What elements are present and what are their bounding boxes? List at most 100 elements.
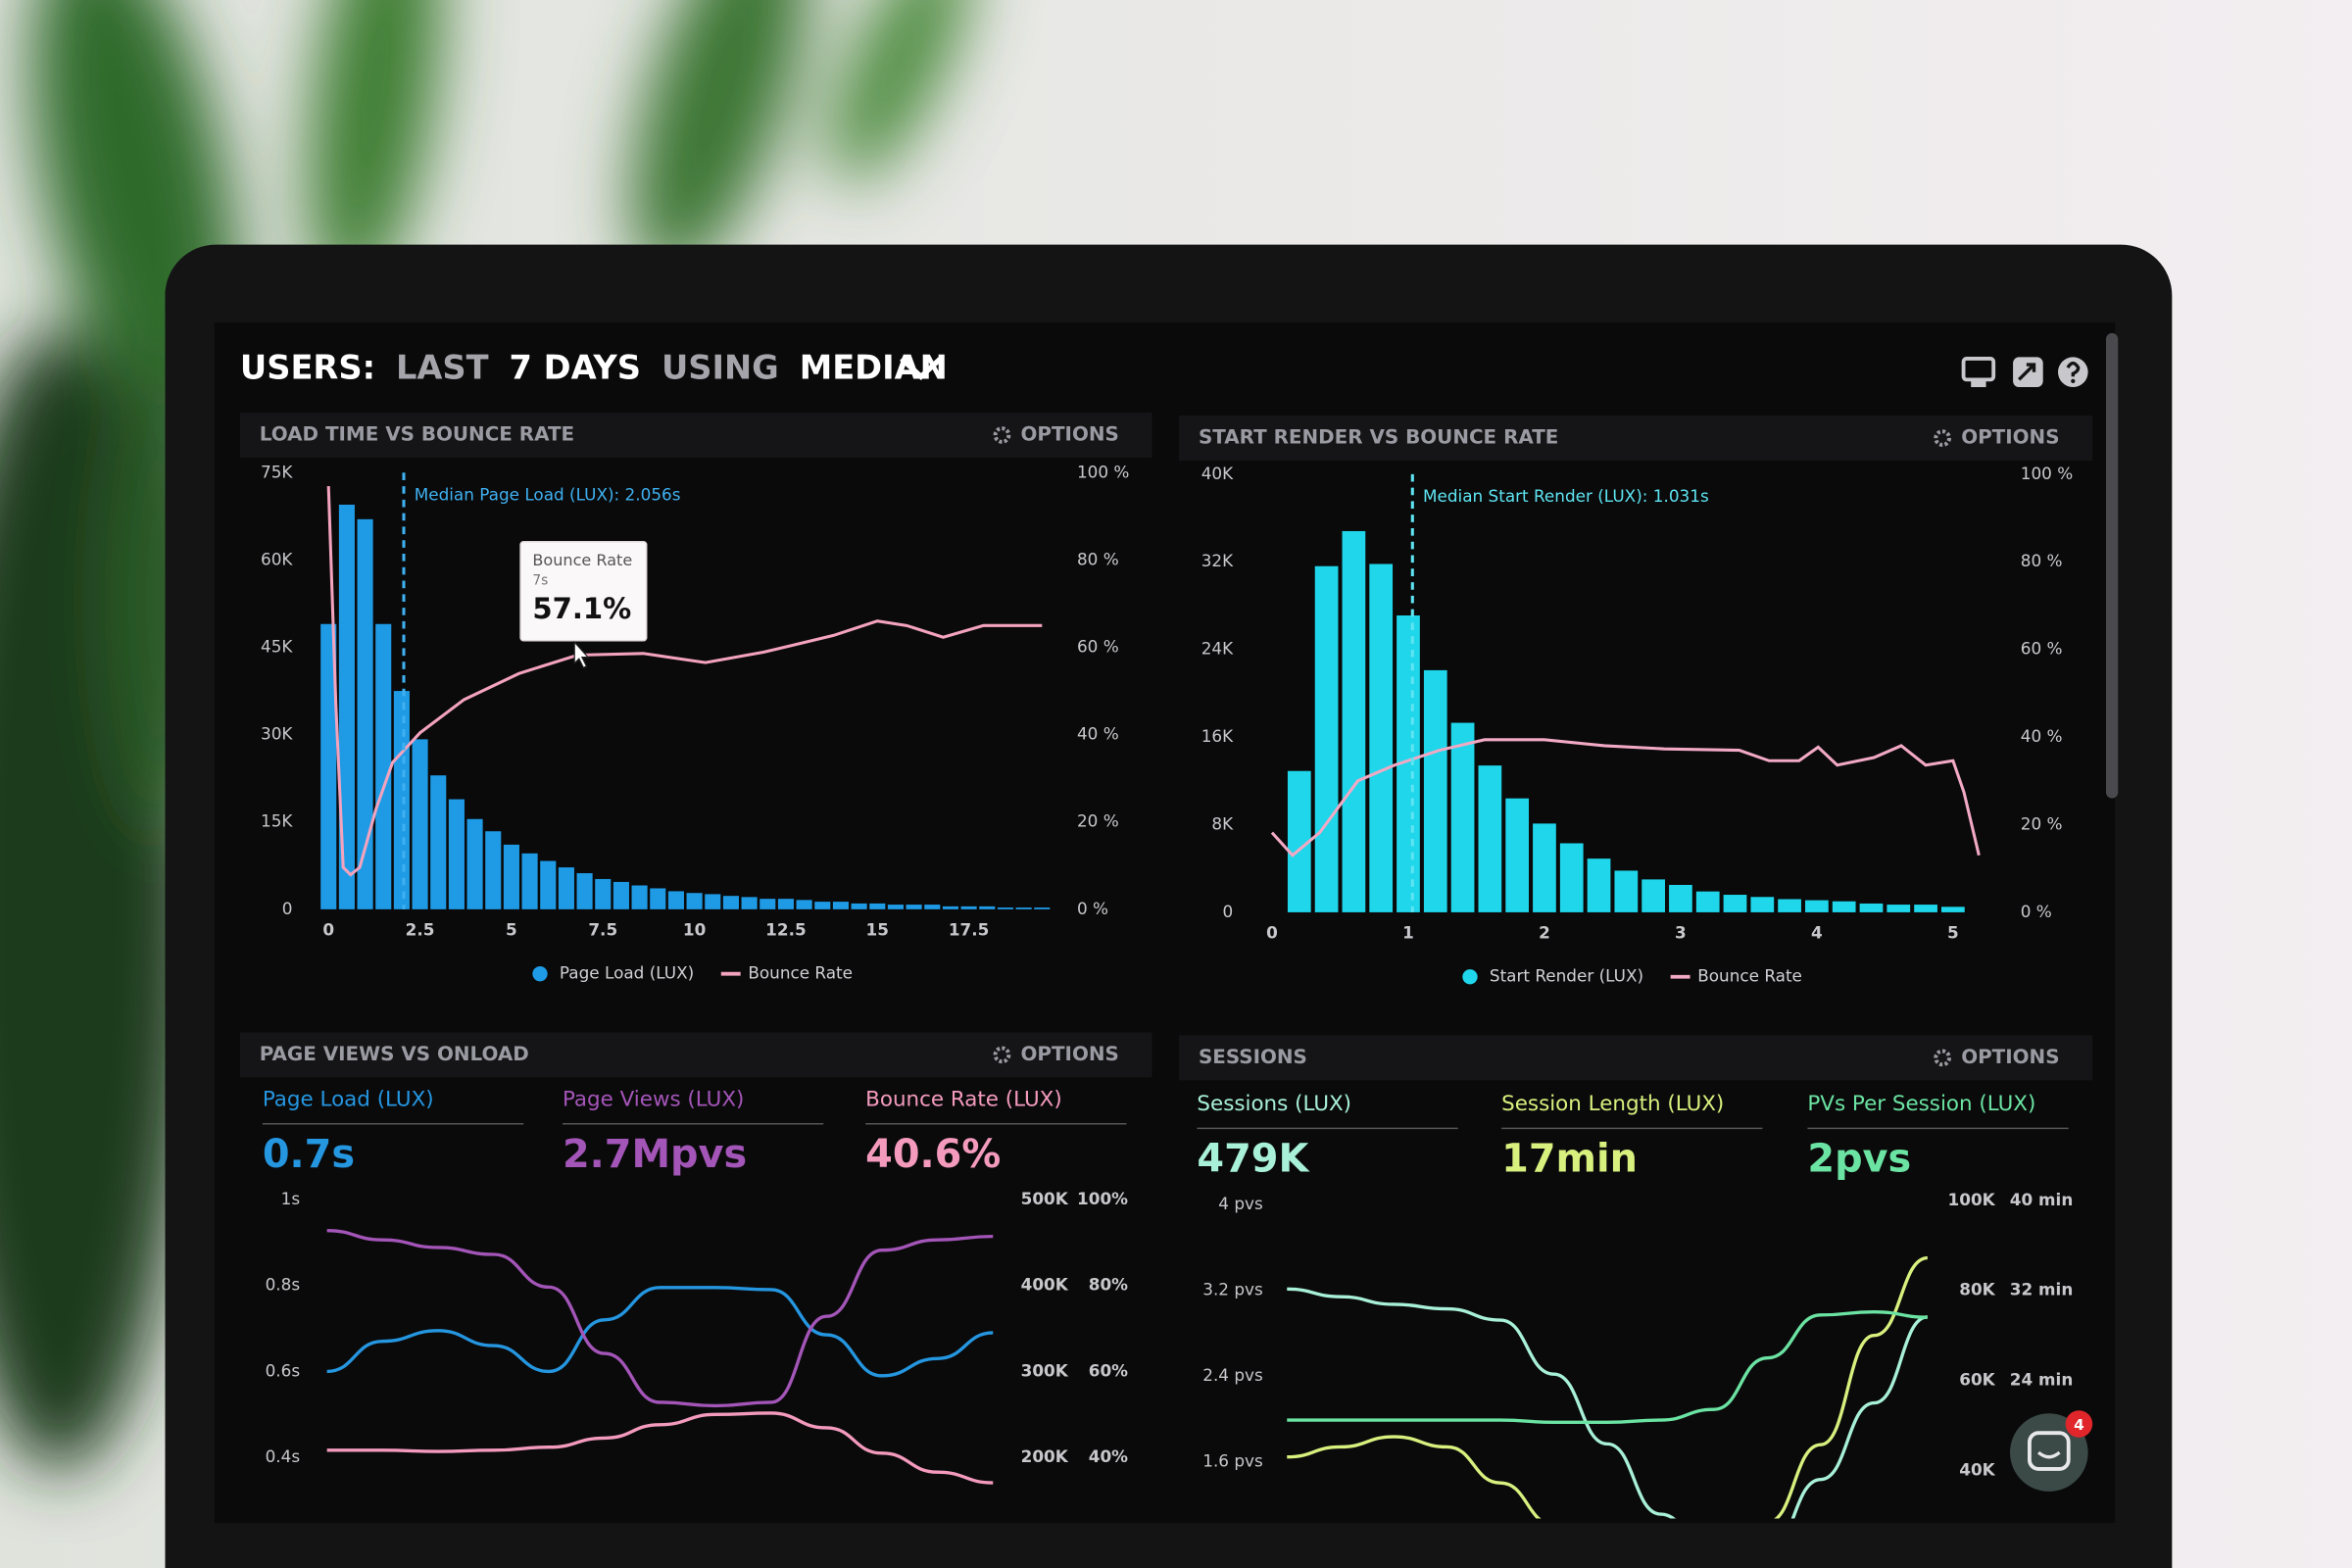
legend-swatch bbox=[532, 966, 548, 982]
share-icon[interactable] bbox=[2013, 357, 2043, 388]
bar bbox=[1859, 903, 1884, 912]
bar bbox=[466, 818, 483, 909]
bar bbox=[1396, 615, 1420, 912]
bar bbox=[1940, 906, 1965, 912]
bar bbox=[796, 900, 812, 909]
x-tick-label: 2 bbox=[1539, 922, 1550, 942]
x-tick-label: 3 bbox=[1675, 922, 1687, 942]
bar bbox=[851, 903, 867, 909]
kpi-label: Sessions (LUX) bbox=[1197, 1092, 1351, 1116]
x-tick-label: 4 bbox=[1811, 922, 1823, 942]
line bbox=[326, 1286, 994, 1378]
y2-tick-label: 100 % bbox=[2021, 464, 2073, 483]
y2-tick-label: 80K bbox=[1959, 1280, 1995, 1299]
bar bbox=[1342, 530, 1366, 912]
y-tick-label: 16K bbox=[1201, 726, 1234, 746]
bar bbox=[869, 903, 886, 909]
x-tick-label: 5 bbox=[506, 919, 517, 939]
y2-tick-label: 100 % bbox=[1077, 462, 1129, 481]
legend-swatch bbox=[1462, 969, 1478, 985]
bar bbox=[686, 893, 703, 909]
y-tick-label: 2.4 pvs bbox=[1202, 1365, 1263, 1385]
y3-tick-label: 24 min bbox=[2010, 1370, 2074, 1390]
bar bbox=[1914, 905, 1937, 912]
kpi-label: Session Length (LUX) bbox=[1501, 1092, 1724, 1116]
bar bbox=[1015, 907, 1032, 909]
y-tick-label: 3.2 pvs bbox=[1202, 1280, 1263, 1299]
panel-header bbox=[1179, 1035, 2093, 1081]
kpi-label: Page Views (LUX) bbox=[563, 1087, 744, 1111]
bar bbox=[1669, 884, 1692, 912]
chat-icon bbox=[2028, 1431, 2071, 1471]
screen bbox=[214, 322, 2116, 1524]
title-part: LAST bbox=[396, 348, 489, 386]
kpi-label: PVs Per Session (LUX) bbox=[1807, 1092, 2035, 1116]
y3-tick-label: 80% bbox=[1089, 1275, 1128, 1295]
options-button[interactable]: OPTIONS bbox=[1021, 1043, 1119, 1065]
panel: START RENDER VS BOUNCE RATE OPTIONS 0 1 2 3 4 5… bbox=[1179, 416, 2093, 986]
chat-button[interactable] bbox=[2010, 1413, 2088, 1492]
y2-tick-label: 80 % bbox=[1077, 549, 1119, 568]
cursor bbox=[573, 640, 590, 669]
y2-tick-label: 0 % bbox=[1077, 899, 1108, 918]
scrollbar[interactable] bbox=[2105, 332, 2119, 799]
bar bbox=[777, 899, 794, 909]
bar bbox=[942, 906, 958, 909]
y2-tick-label: 60 % bbox=[2021, 639, 2063, 659]
bar bbox=[612, 881, 629, 909]
gear-icon bbox=[1934, 429, 1952, 447]
options-button[interactable]: OPTIONS bbox=[1961, 426, 2059, 449]
line bbox=[1270, 738, 1981, 858]
y2-tick-label: 0 % bbox=[2021, 902, 2052, 921]
y-tick-label: 15K bbox=[261, 811, 293, 831]
panel-title: PAGE VIEWS VS ONLOAD bbox=[260, 1043, 529, 1065]
bar bbox=[1559, 843, 1584, 912]
dashboard-title[interactable]: USERS: LAST 7 DAYS USING MEDIAN bbox=[240, 348, 948, 386]
title-part: 7 DAYS bbox=[510, 348, 641, 386]
options-button[interactable]: OPTIONS bbox=[1021, 423, 1119, 446]
x-tick-label: 0 bbox=[1266, 922, 1278, 942]
help-icon[interactable] bbox=[2058, 357, 2088, 388]
y2-tick-label: 20 % bbox=[1077, 811, 1119, 831]
y-tick-label: 1.6 pvs bbox=[1202, 1451, 1263, 1471]
bar bbox=[887, 905, 904, 909]
chat-widget[interactable]: 4 bbox=[2010, 1410, 2093, 1492]
line bbox=[1287, 1287, 1929, 1519]
options-button[interactable]: OPTIONS bbox=[1961, 1046, 2059, 1068]
bar bbox=[412, 739, 428, 909]
bar bbox=[1642, 879, 1665, 912]
x-tick-label: 0 bbox=[322, 919, 334, 939]
legend-label: Start Render (LUX) bbox=[1490, 966, 1643, 986]
bar bbox=[997, 907, 1013, 909]
gear-icon bbox=[993, 1046, 1011, 1064]
kpi-label: Page Load (LUX) bbox=[263, 1087, 434, 1111]
line bbox=[326, 1411, 994, 1485]
line bbox=[326, 486, 1043, 877]
monitor-icon[interactable] bbox=[1961, 357, 1996, 388]
bar bbox=[814, 902, 831, 909]
y-tick-label: 0.4s bbox=[266, 1446, 301, 1466]
dropdown-chevron[interactable] bbox=[900, 356, 943, 380]
bar bbox=[924, 905, 941, 909]
bar bbox=[667, 891, 684, 909]
bar bbox=[1778, 899, 1801, 912]
y3-tick-label: 60% bbox=[1089, 1360, 1128, 1380]
y3-tick-label: 32 min bbox=[2010, 1280, 2074, 1299]
line bbox=[1287, 1309, 1928, 1425]
bar bbox=[1314, 565, 1339, 912]
plot-area bbox=[1287, 1255, 1929, 1519]
y2-tick-label: 40 % bbox=[2021, 726, 2063, 746]
y2-tick-label: 60K bbox=[1959, 1370, 1995, 1390]
bar bbox=[1750, 897, 1775, 912]
chat-icon-smile bbox=[2037, 1450, 2061, 1459]
bar bbox=[1505, 798, 1530, 912]
toolbar-icons bbox=[1961, 357, 2088, 388]
y2-tick-label: 500K bbox=[1021, 1189, 1069, 1208]
bar bbox=[338, 504, 355, 909]
bar bbox=[832, 902, 849, 909]
panel-header bbox=[239, 413, 1152, 458]
x-tick-label: 10 bbox=[683, 919, 706, 939]
median-label: Median Start Render (LUX): 1.031s bbox=[1423, 486, 1709, 506]
